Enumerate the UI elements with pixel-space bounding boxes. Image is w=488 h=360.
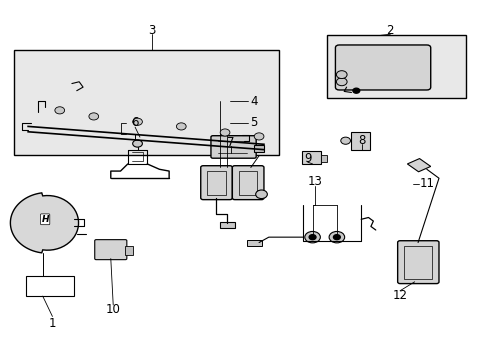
Polygon shape xyxy=(10,193,79,253)
Bar xyxy=(206,171,225,195)
Circle shape xyxy=(89,113,99,120)
Text: 1: 1 xyxy=(49,317,56,330)
Bar xyxy=(403,246,431,279)
Bar xyxy=(125,246,132,255)
FancyBboxPatch shape xyxy=(201,166,232,200)
Text: 10: 10 xyxy=(105,303,121,316)
Text: 13: 13 xyxy=(307,175,322,188)
Circle shape xyxy=(255,190,267,199)
Bar xyxy=(301,152,321,164)
Circle shape xyxy=(336,71,346,78)
Text: 7: 7 xyxy=(226,136,234,149)
Text: 5: 5 xyxy=(250,116,257,129)
Bar xyxy=(246,240,262,246)
Bar xyxy=(326,35,465,98)
Bar xyxy=(321,155,326,162)
Text: 6: 6 xyxy=(131,116,139,129)
Circle shape xyxy=(132,140,142,147)
Circle shape xyxy=(176,123,186,130)
FancyBboxPatch shape xyxy=(397,241,438,284)
FancyBboxPatch shape xyxy=(95,240,126,260)
Circle shape xyxy=(220,129,229,136)
Text: 12: 12 xyxy=(392,288,407,302)
Bar xyxy=(220,222,234,228)
Text: 3: 3 xyxy=(148,24,156,37)
Text: 9: 9 xyxy=(304,152,311,165)
Text: 11: 11 xyxy=(419,177,433,190)
Circle shape xyxy=(333,235,340,240)
Bar xyxy=(14,50,278,155)
FancyBboxPatch shape xyxy=(335,45,430,90)
Text: H: H xyxy=(41,215,49,224)
FancyBboxPatch shape xyxy=(210,136,256,158)
Circle shape xyxy=(132,118,142,125)
Circle shape xyxy=(336,78,346,86)
Bar xyxy=(351,132,369,150)
Circle shape xyxy=(340,137,350,144)
Circle shape xyxy=(352,88,359,93)
Circle shape xyxy=(328,231,344,243)
Circle shape xyxy=(254,133,264,140)
Bar xyxy=(254,145,264,153)
Circle shape xyxy=(55,107,64,114)
Circle shape xyxy=(304,231,320,243)
Text: 4: 4 xyxy=(250,95,258,108)
Circle shape xyxy=(308,235,315,240)
FancyBboxPatch shape xyxy=(232,166,264,200)
Polygon shape xyxy=(407,158,430,172)
Text: 2: 2 xyxy=(386,24,393,37)
Bar xyxy=(238,171,257,195)
Bar xyxy=(26,276,74,296)
Text: 8: 8 xyxy=(358,134,365,147)
